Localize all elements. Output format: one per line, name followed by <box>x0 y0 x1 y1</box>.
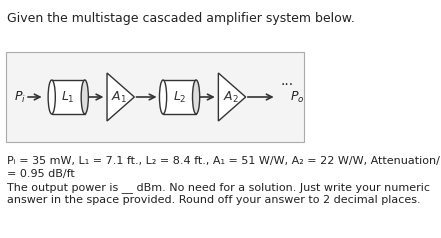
Polygon shape <box>218 73 246 121</box>
Text: The output power is __ dBm. No need for a solution. Just write your numeric: The output power is __ dBm. No need for … <box>7 182 430 193</box>
Text: $A_2$: $A_2$ <box>223 89 239 104</box>
Text: Pᵢ = 35 mW, L₁ = 7.1 ft., L₂ = 8.4 ft., A₁ = 51 W/W, A₂ = 22 W/W, Attenuation/ f: Pᵢ = 35 mW, L₁ = 7.1 ft., L₂ = 8.4 ft., … <box>7 156 441 166</box>
Ellipse shape <box>160 80 167 114</box>
Ellipse shape <box>81 80 88 114</box>
Text: $L_1$: $L_1$ <box>61 89 75 104</box>
FancyBboxPatch shape <box>6 52 304 142</box>
Text: $P_o$: $P_o$ <box>290 89 305 104</box>
Text: = 0.95 dB/ft: = 0.95 dB/ft <box>7 169 75 179</box>
Polygon shape <box>107 73 135 121</box>
Ellipse shape <box>48 80 55 114</box>
Text: $L_2$: $L_2$ <box>173 89 187 104</box>
Text: $P_i$: $P_i$ <box>15 89 26 104</box>
Text: ...: ... <box>280 74 293 88</box>
Text: answer in the space provided. Round off your answer to 2 decimal places.: answer in the space provided. Round off … <box>7 195 421 205</box>
FancyBboxPatch shape <box>52 80 85 114</box>
FancyBboxPatch shape <box>163 80 196 114</box>
Text: $A_1$: $A_1$ <box>111 89 127 104</box>
Text: Given the multistage cascaded amplifier system below.: Given the multistage cascaded amplifier … <box>7 12 355 25</box>
Ellipse shape <box>193 80 200 114</box>
